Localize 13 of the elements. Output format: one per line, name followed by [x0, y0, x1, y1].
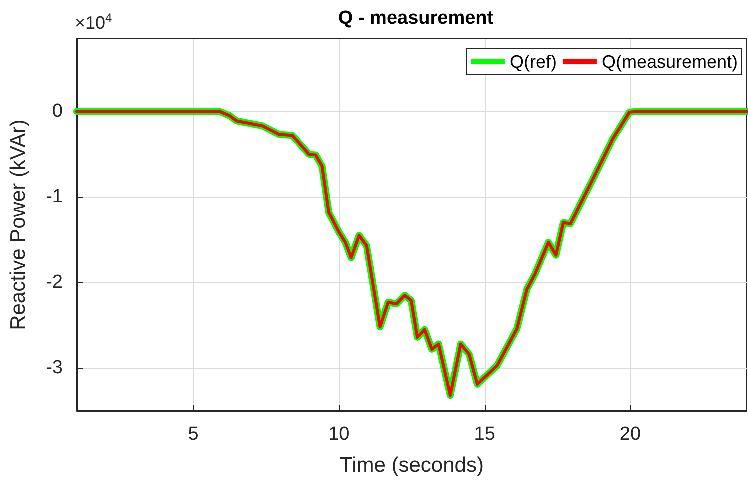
- x-tick-label: 15: [474, 424, 496, 445]
- y-tick-label: -2: [46, 272, 63, 294]
- legend-label: Q(ref): [510, 52, 557, 72]
- y-tick-label: -1: [46, 186, 63, 208]
- chart-title: Q - measurement: [338, 8, 494, 29]
- legend-label: Q(measurement): [602, 52, 738, 72]
- y-tick-label: 0: [52, 101, 63, 122]
- x-tick-label: 5: [188, 424, 199, 445]
- y-axis-title: Reactive Power (kVAr): [7, 120, 30, 330]
- x-axis-title: Time (seconds): [340, 454, 484, 477]
- x-tick-label: 20: [620, 424, 642, 445]
- y-tick-label: -3: [46, 358, 63, 379]
- x-tick-label: 10: [328, 424, 350, 445]
